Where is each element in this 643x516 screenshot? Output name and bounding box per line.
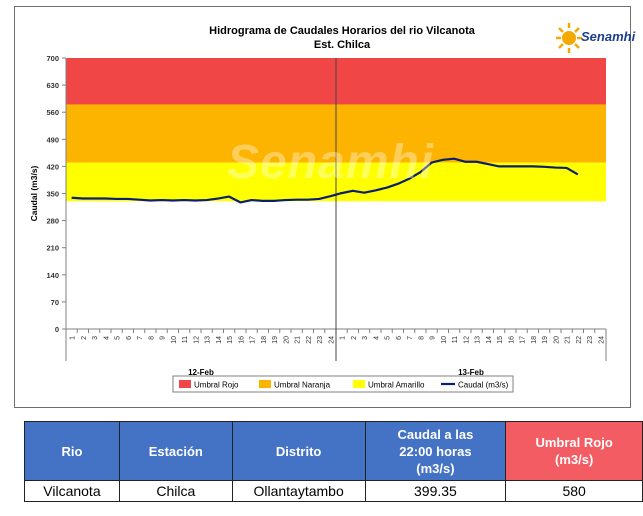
y-tick-label-0: 0 — [55, 325, 59, 334]
y-tick-label-8: 560 — [46, 108, 59, 117]
header-distrito: Distrito — [231, 421, 366, 481]
legend-swatch-0 — [179, 380, 191, 388]
cell-estacion: Chilca — [118, 480, 233, 502]
x-tick-label-16: 17 — [250, 336, 257, 344]
x-tick-label-13: 14 — [216, 336, 223, 344]
legend-box — [172, 375, 514, 393]
legend-label-2: Umbral Amarillo — [368, 381, 425, 390]
summary-table: Rio Estación Distrito Caudal a las 22:00… — [24, 421, 643, 502]
y-axis-label: Caudal (m3/s) — [29, 165, 39, 221]
chart-subtitle: Est. Chilca — [314, 39, 371, 51]
legend-label-3: Caudal (m3/s) — [458, 381, 509, 390]
legend-swatch-2 — [353, 380, 365, 388]
series-line-0 — [71, 157, 579, 204]
legend-label-1: Umbral Naranja — [274, 381, 331, 390]
header-caudal-unit: (m3/s) — [416, 460, 455, 476]
x-tick-label-45: 22 — [576, 336, 583, 344]
sun-icon — [556, 23, 582, 53]
x-tick-label-38: 15 — [497, 336, 504, 344]
x-tick-label-32: 9 — [430, 336, 437, 340]
x-tick-label-47: 24 — [598, 336, 605, 344]
x-tick-label-37: 14 — [486, 336, 493, 344]
x-tick-label-8: 9 — [160, 336, 167, 340]
legend-swatch-1 — [259, 380, 271, 388]
y-tick-label-3: 210 — [46, 244, 59, 253]
x-tick-label-36: 13 — [475, 336, 482, 344]
logo-text: Senamhi — [581, 29, 636, 44]
x-tick-label-18: 19 — [272, 336, 279, 344]
legend-label-0: Umbral Rojo — [194, 381, 239, 390]
x-tick-label-35: 12 — [463, 336, 470, 344]
x-tick-label-28: 5 — [385, 336, 392, 340]
x-tick-label-12: 13 — [205, 336, 212, 344]
y-tick-label-10: 700 — [46, 54, 59, 63]
x-tick-label-30: 7 — [407, 336, 414, 340]
header-umbral-rojo: Umbral Rojo (m3/s) — [505, 421, 643, 481]
x-tick-label-33: 10 — [441, 336, 448, 344]
day-label-0: 12-Feb — [188, 368, 214, 377]
x-tick-label-34: 11 — [452, 336, 459, 343]
x-tick-label-20: 21 — [295, 336, 302, 344]
x-tick-label-19: 20 — [283, 336, 290, 344]
x-tick-label-27: 4 — [373, 336, 380, 340]
y-tick-label-6: 420 — [46, 162, 59, 171]
table-header-row: Rio Estación Distrito Caudal a las 22:00… — [24, 421, 643, 481]
header-estacion: Estación — [118, 421, 233, 481]
x-tick-label-25: 2 — [351, 336, 358, 340]
x-tick-label-17: 18 — [261, 336, 268, 344]
hydrograph-chart: Hidrograma de Caudales Horarios del rio … — [29, 25, 607, 393]
x-tick-label-15: 16 — [238, 336, 245, 344]
cell-caudal: 399.35 — [364, 480, 507, 502]
x-tick-label-4: 5 — [115, 336, 122, 340]
senamhi-logo: Senamhi — [555, 21, 643, 63]
x-tick-label-29: 6 — [396, 336, 403, 340]
x-tick-label-42: 19 — [542, 336, 549, 344]
x-tick-label-23: 24 — [328, 336, 335, 344]
y-tick-label-1: 70 — [51, 298, 59, 307]
x-tick-label-44: 21 — [565, 336, 572, 344]
x-tick-label-41: 18 — [531, 336, 538, 344]
x-tick-label-2: 3 — [92, 336, 99, 340]
y-tick-label-2: 140 — [46, 271, 59, 280]
x-tick-label-1: 2 — [81, 336, 88, 340]
chart-title: Hidrograma de Caudales Horarios del rio … — [209, 25, 476, 37]
cell-rio: Vilcanota — [24, 480, 120, 502]
cell-distrito: Ollantaytambo — [231, 480, 366, 502]
chart-frame: Hidrograma de Caudales Horarios del rio … — [14, 6, 635, 408]
day-label-1: 13-Feb — [458, 368, 484, 377]
x-tick-label-39: 16 — [508, 336, 515, 344]
x-tick-label-43: 20 — [553, 336, 560, 344]
x-tick-label-9: 10 — [171, 336, 178, 344]
header-caudal-line2: 22:00 horas — [399, 443, 472, 459]
x-tick-label-40: 17 — [520, 336, 527, 344]
header-caudal-line1: Caudal a las — [397, 426, 474, 442]
y-tick-label-7: 490 — [46, 135, 59, 144]
x-tick-label-3: 4 — [103, 336, 110, 340]
header-rio: Rio — [24, 421, 120, 481]
header-umbral-unit: (m3/s) — [554, 452, 594, 467]
y-tick-label-5: 350 — [46, 190, 59, 199]
x-tick-label-0: 1 — [70, 336, 77, 340]
cell-umbral-rojo: 580 — [505, 480, 643, 502]
x-tick-label-21: 22 — [306, 336, 313, 344]
summary-table-wrap: Rio Estación Distrito Caudal a las 22:00… — [24, 421, 643, 502]
header-caudal: Caudal a las 22:00 horas (m3/s) — [364, 421, 507, 481]
x-tick-label-24: 1 — [340, 336, 347, 340]
table-row: Vilcanota Chilca Ollantaytambo 399.35 58… — [24, 480, 643, 502]
x-tick-label-22: 23 — [317, 336, 324, 344]
x-tick-label-10: 11 — [182, 336, 189, 343]
x-tick-label-6: 7 — [137, 336, 144, 340]
x-tick-label-7: 8 — [148, 336, 155, 340]
x-tick-label-5: 6 — [126, 336, 133, 340]
x-tick-label-26: 3 — [362, 336, 369, 340]
x-tick-label-14: 15 — [227, 336, 234, 344]
x-tick-label-31: 8 — [418, 336, 425, 340]
header-umbral-line1: Umbral Rojo — [535, 435, 613, 450]
y-tick-label-9: 630 — [46, 81, 59, 90]
y-tick-label-4: 280 — [46, 217, 59, 226]
x-tick-label-46: 23 — [587, 336, 594, 344]
x-tick-label-11: 12 — [193, 336, 200, 344]
watermark: Senamhi — [227, 136, 435, 189]
